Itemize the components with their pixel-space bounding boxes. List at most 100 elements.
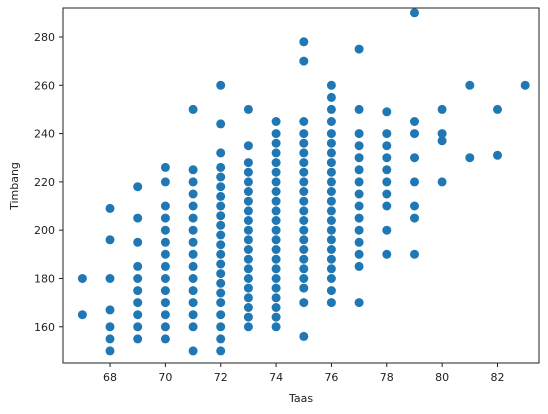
data-point [299,148,309,158]
data-point [382,153,392,163]
data-point [105,274,115,283]
data-point [520,80,530,90]
data-point [299,138,309,148]
data-point [243,141,253,151]
data-point [326,254,336,264]
data-point [243,225,253,235]
data-point [354,141,364,151]
data-point [243,158,253,168]
data-point [493,104,502,114]
data-point [133,286,143,296]
points-layer [77,8,530,356]
data-point [410,153,419,163]
y-tick-label: 240 [34,128,55,141]
data-point [188,322,198,332]
data-point [354,237,364,247]
data-point [299,245,309,254]
data-point [437,177,447,187]
data-point [410,249,419,259]
data-point [105,305,115,315]
data-point [382,177,392,187]
data-point [243,254,253,264]
data-point [133,274,143,283]
data-point [299,254,309,264]
data-point [216,249,226,259]
data-point [105,334,115,344]
data-point [105,235,115,245]
data-point [160,225,170,235]
data-point [354,129,364,139]
data-point [216,230,226,240]
data-point [271,264,281,274]
data-point [299,158,309,168]
data-point [271,245,281,254]
data-point [188,310,198,320]
x-tick-label: 70 [158,371,172,384]
data-point [354,249,364,259]
data-point [243,283,253,293]
data-point [299,225,309,235]
data-point [133,298,143,308]
data-point [243,187,253,196]
data-point [133,182,143,192]
x-axis-ticks: 68 70 72 74 76 78 80 82 [103,363,504,384]
data-point [216,259,226,269]
data-point [326,177,336,187]
data-point [243,293,253,303]
data-point [465,80,475,90]
y-tick-label: 220 [34,176,55,189]
data-point [188,249,198,259]
data-point [271,225,281,235]
data-point [243,177,253,187]
x-tick-label: 74 [269,371,283,384]
data-point [271,283,281,293]
data-point [299,283,309,293]
data-point [326,235,336,245]
data-point [326,245,336,254]
data-point [188,298,198,308]
data-point [133,261,143,271]
data-point [382,141,392,151]
data-point [271,303,281,312]
data-point [299,298,309,308]
data-point [271,293,281,303]
data-point [299,274,309,283]
data-point [216,119,226,129]
data-point [188,104,198,114]
data-point [271,148,281,158]
data-point [271,177,281,187]
data-point [299,177,309,187]
data-point [299,117,309,126]
data-point [271,322,281,332]
data-point [243,104,253,114]
data-point [410,201,419,211]
data-point [299,167,309,177]
data-point [410,129,419,139]
data-point [382,189,392,199]
data-point [243,196,253,206]
data-point [326,264,336,274]
data-point [188,274,198,283]
data-point [271,138,281,148]
data-point [271,274,281,283]
data-point [382,129,392,139]
data-point [326,129,336,139]
data-point [105,322,115,332]
data-point [216,322,226,332]
data-point [299,216,309,225]
data-point [188,177,198,187]
data-point [271,129,281,139]
data-point [354,261,364,271]
data-point [326,196,336,206]
data-point [77,274,87,283]
data-point [133,334,143,344]
data-point [326,216,336,225]
data-point [216,346,226,356]
data-point [493,150,502,160]
data-point [216,148,226,158]
x-axis-title: Taas [288,392,313,405]
data-point [243,322,253,332]
data-point [354,201,364,211]
data-point [188,165,198,175]
